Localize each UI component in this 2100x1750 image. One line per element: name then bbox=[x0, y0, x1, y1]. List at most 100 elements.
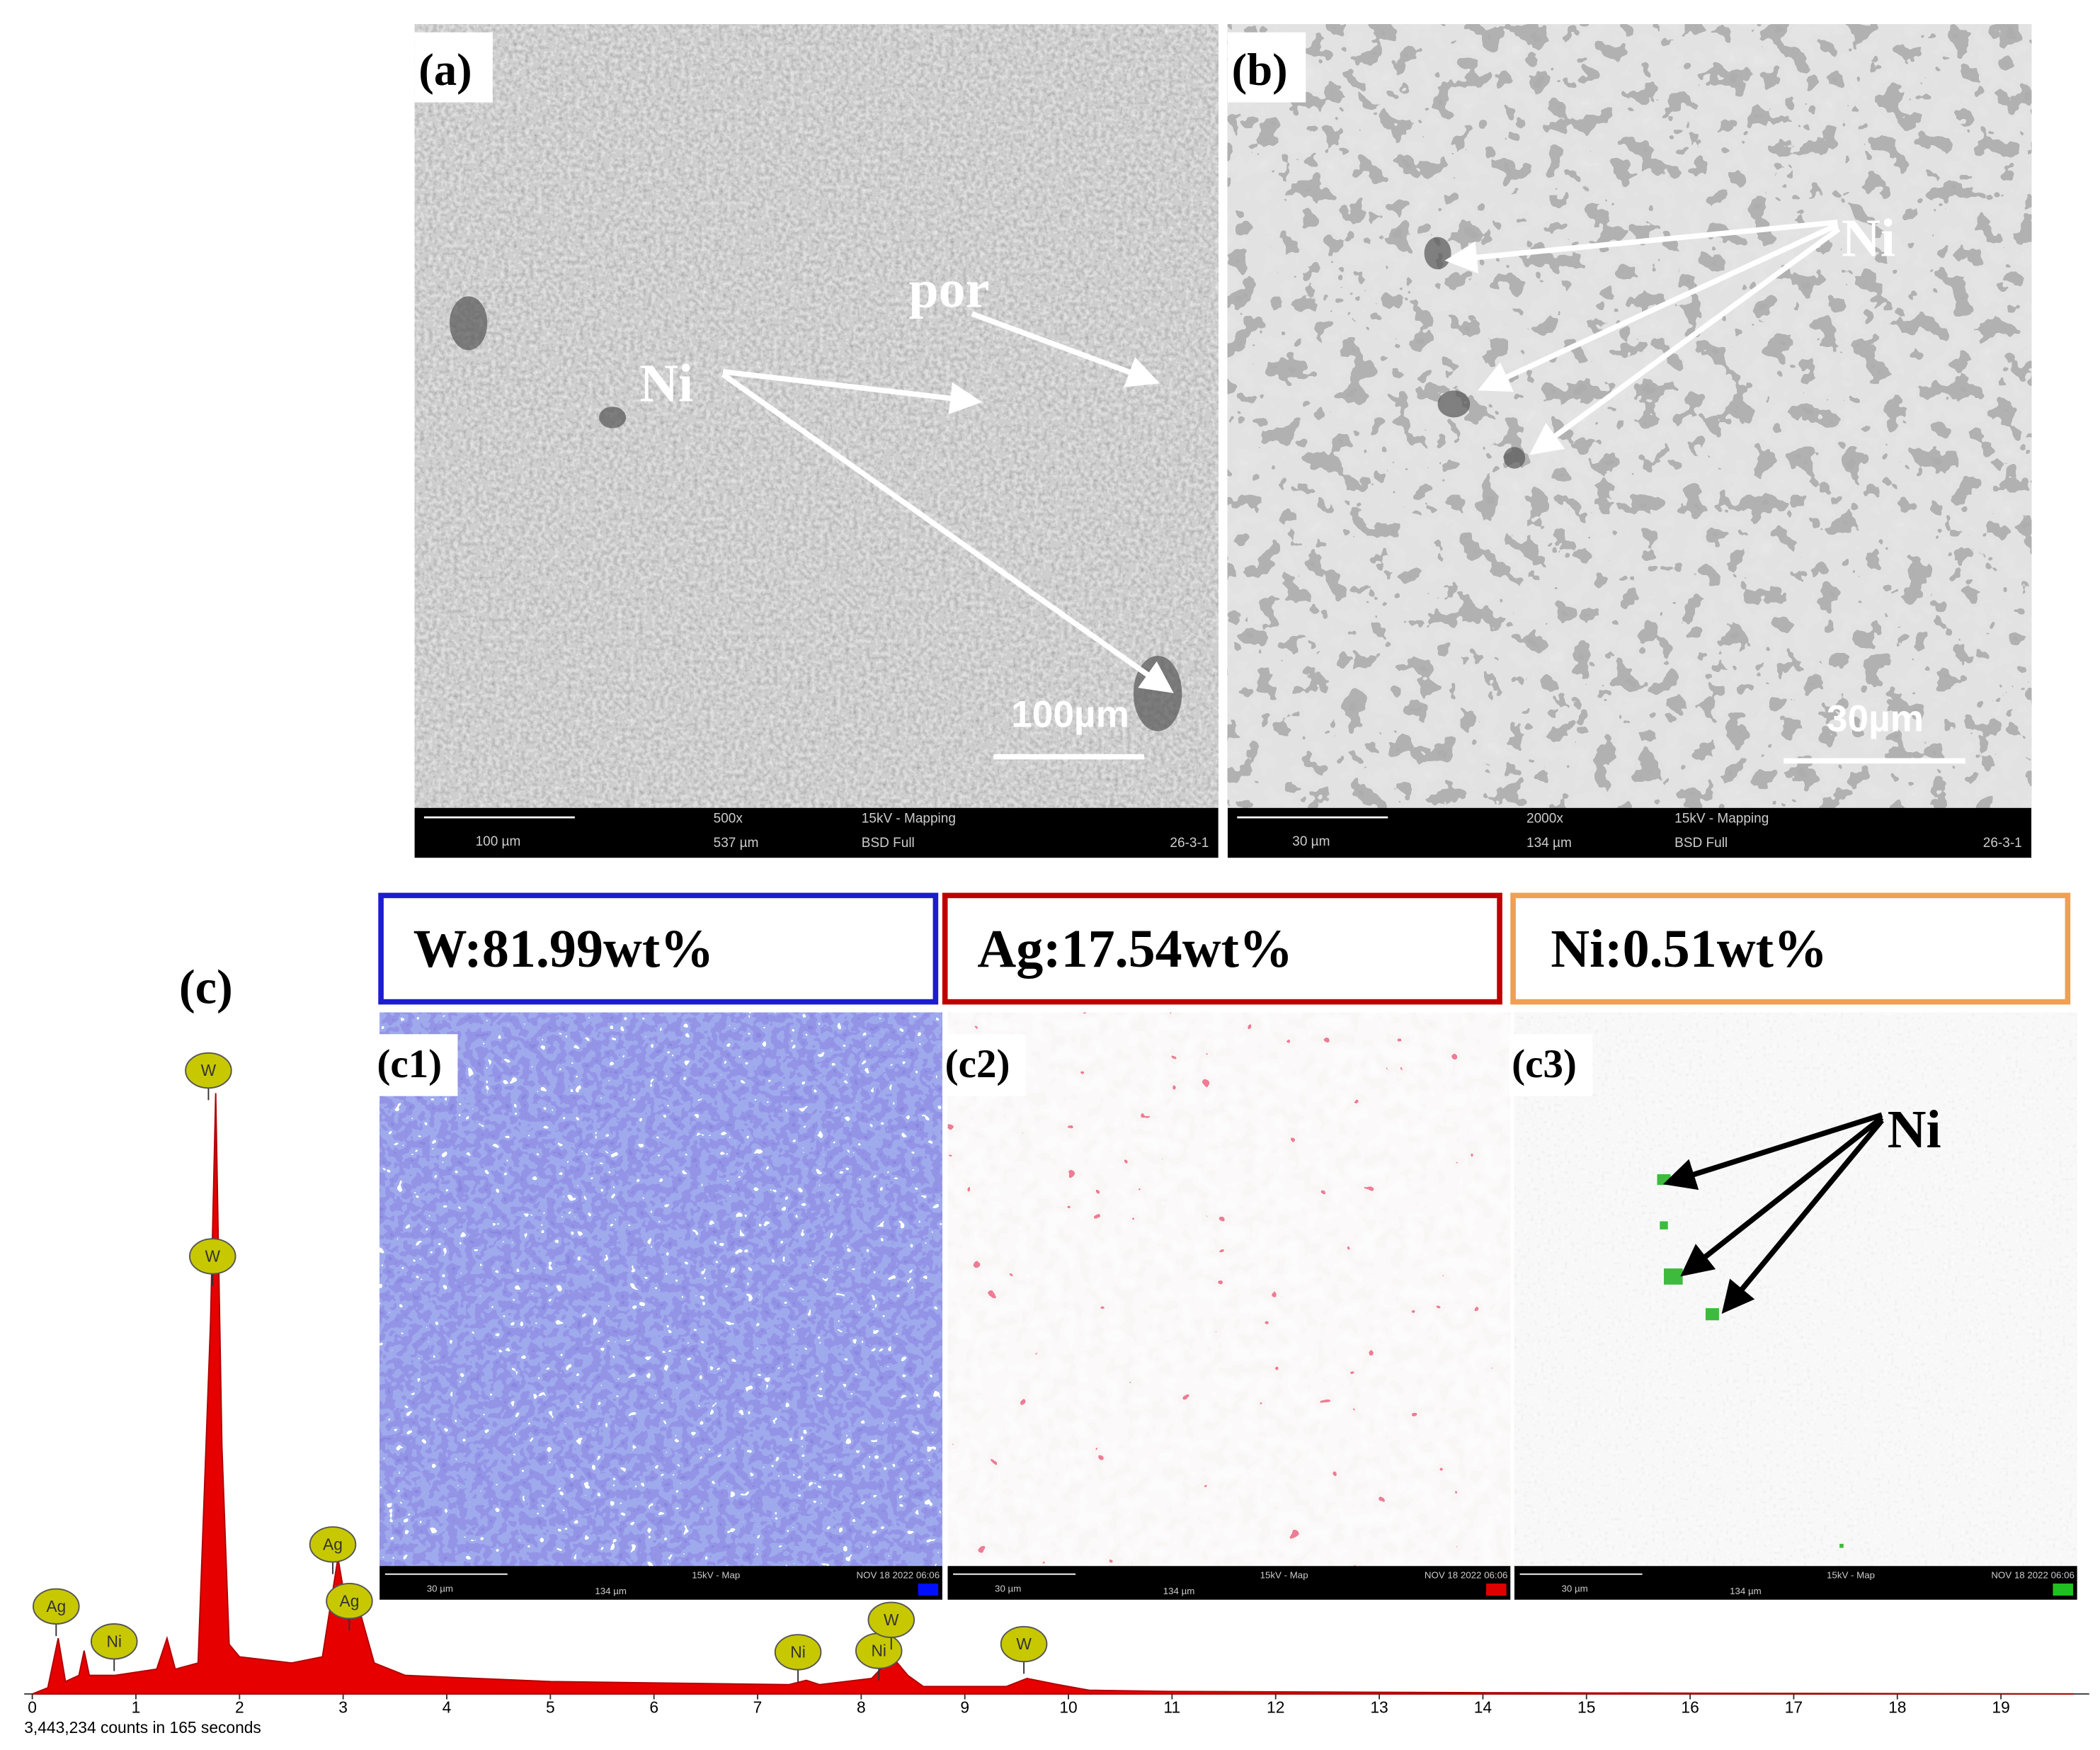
info-bar-text: NOV 18 2022 06:06 bbox=[857, 1569, 940, 1580]
peak-label: W bbox=[884, 1610, 899, 1629]
ni-spot bbox=[1657, 1174, 1671, 1186]
info-bar-text: 15kV - Mapping bbox=[862, 812, 956, 826]
info-bar-text: 134 µm bbox=[1163, 1586, 1195, 1596]
info-bar-text: 30 µm bbox=[1561, 1583, 1587, 1593]
arrow bbox=[1721, 1118, 1884, 1314]
x-tick-label: 17 bbox=[1785, 1698, 1803, 1716]
x-tick-label: 6 bbox=[649, 1698, 658, 1716]
info-bar-text: 30 µm bbox=[1292, 834, 1330, 849]
peak-label: W bbox=[205, 1247, 220, 1266]
dark-region bbox=[599, 407, 627, 428]
arrow bbox=[1477, 222, 1839, 392]
peak-label: W bbox=[201, 1061, 217, 1079]
peak-label: Ag bbox=[339, 1591, 359, 1610]
composition-text: Ni:0.51wt% bbox=[1551, 919, 1827, 979]
info-bar-text: 134 µm bbox=[595, 1586, 627, 1596]
peak-marker bbox=[867, 1601, 915, 1638]
ni-spot bbox=[1663, 1268, 1683, 1285]
x-tick-label: 18 bbox=[1888, 1698, 1906, 1716]
label-box bbox=[942, 1034, 1026, 1096]
annotation: Ni bbox=[1888, 1100, 1941, 1159]
ni-spot bbox=[1839, 1543, 1844, 1548]
composition-box bbox=[1510, 892, 2071, 1005]
peak-label: Ag bbox=[46, 1597, 66, 1615]
arrow bbox=[722, 369, 983, 415]
info-bar bbox=[414, 807, 1219, 858]
info-bar-text: 15kV - Map bbox=[1827, 1569, 1875, 1580]
peak-label: Ni bbox=[871, 1642, 886, 1660]
dark-region bbox=[1503, 447, 1526, 469]
peak-marker bbox=[1000, 1625, 1048, 1663]
sem-image bbox=[414, 24, 1219, 808]
info-bar-text: NOV 18 2022 06:06 bbox=[1425, 1569, 1508, 1580]
info-bar-text: NOV 18 2022 06:06 bbox=[1991, 1569, 2075, 1580]
ni-spot bbox=[1705, 1308, 1719, 1321]
x-tick-label: 9 bbox=[960, 1698, 969, 1716]
x-tick-label: 19 bbox=[1992, 1698, 2009, 1716]
arrow bbox=[721, 372, 1174, 693]
panel-label: (c1) bbox=[377, 1042, 442, 1086]
x-tick-label: 12 bbox=[1267, 1698, 1284, 1716]
arrow bbox=[1529, 227, 1841, 455]
arrow bbox=[971, 311, 1160, 387]
element-map bbox=[947, 1012, 1511, 1567]
x-tick-label: 14 bbox=[1474, 1698, 1493, 1716]
x-tick-label: 3 bbox=[338, 1698, 348, 1716]
x-tick-label: 10 bbox=[1059, 1698, 1077, 1716]
panel-label: (c3) bbox=[1512, 1042, 1577, 1086]
label-box bbox=[374, 1034, 458, 1096]
composition-text: Ag:17.54wt% bbox=[977, 919, 1293, 979]
x-tick-label: 7 bbox=[753, 1698, 763, 1716]
map-color-chip bbox=[2053, 1583, 2073, 1596]
x-tick-label: 11 bbox=[1164, 1698, 1181, 1716]
x-tick-label: 0 bbox=[28, 1698, 37, 1716]
label-box bbox=[1227, 32, 1306, 103]
footnote: 3,443,234 counts in 165 seconds bbox=[24, 1718, 261, 1737]
element-map bbox=[380, 1012, 942, 1567]
arrow bbox=[1662, 1112, 1883, 1191]
panel-label: (c) bbox=[179, 960, 233, 1014]
info-bar-text: 30 µm bbox=[995, 1583, 1021, 1593]
peak-label: W bbox=[1016, 1635, 1032, 1653]
info-bar bbox=[1227, 807, 2032, 858]
sem-image bbox=[1227, 24, 2032, 808]
composition-box bbox=[942, 892, 1502, 1005]
info-bar-text: 15kV - Mapping bbox=[1674, 812, 1769, 826]
dark-region bbox=[1437, 390, 1471, 418]
info-bar-text: BSD Full bbox=[1674, 836, 1728, 851]
dark-region bbox=[450, 296, 488, 351]
label-box bbox=[414, 32, 493, 103]
panel-label: (a) bbox=[418, 44, 472, 95]
x-tick-label: 15 bbox=[1577, 1698, 1595, 1716]
annotation: Ni bbox=[639, 354, 693, 414]
peak-marker bbox=[326, 1583, 373, 1620]
dark-region bbox=[1424, 237, 1451, 270]
x-tick-label: 13 bbox=[1370, 1698, 1388, 1716]
peak-label: Ni bbox=[790, 1643, 806, 1661]
peak-marker bbox=[33, 1588, 80, 1625]
arrow bbox=[1444, 219, 1838, 274]
x-tick-label: 8 bbox=[857, 1698, 866, 1716]
peak-marker bbox=[188, 1238, 236, 1275]
info-bar-text: BSD Full bbox=[862, 836, 915, 851]
info-bar-text: 2000x bbox=[1527, 812, 1563, 826]
info-bar-text: 500x bbox=[714, 812, 743, 826]
panel-label: (c2) bbox=[945, 1042, 1010, 1086]
info-bar-text: 100 µm bbox=[476, 834, 521, 849]
peak-marker bbox=[774, 1634, 822, 1671]
x-tick-label: 2 bbox=[235, 1698, 244, 1716]
label-box bbox=[1509, 1034, 1593, 1096]
info-bar-text: 15kV - Map bbox=[1260, 1569, 1308, 1580]
info-bar-text: 30 µm bbox=[427, 1583, 453, 1593]
map-color-chip bbox=[1486, 1583, 1507, 1596]
info-bar-text: 134 µm bbox=[1730, 1586, 1762, 1596]
map-color-chip bbox=[918, 1583, 939, 1596]
arrow bbox=[1680, 1115, 1884, 1277]
peak-label: Ag bbox=[323, 1535, 343, 1553]
x-tick-label: 1 bbox=[132, 1698, 141, 1716]
ni-spot bbox=[1660, 1221, 1668, 1229]
composition-text: W:81.99wt% bbox=[413, 919, 714, 979]
x-tick-label: 4 bbox=[443, 1698, 452, 1716]
